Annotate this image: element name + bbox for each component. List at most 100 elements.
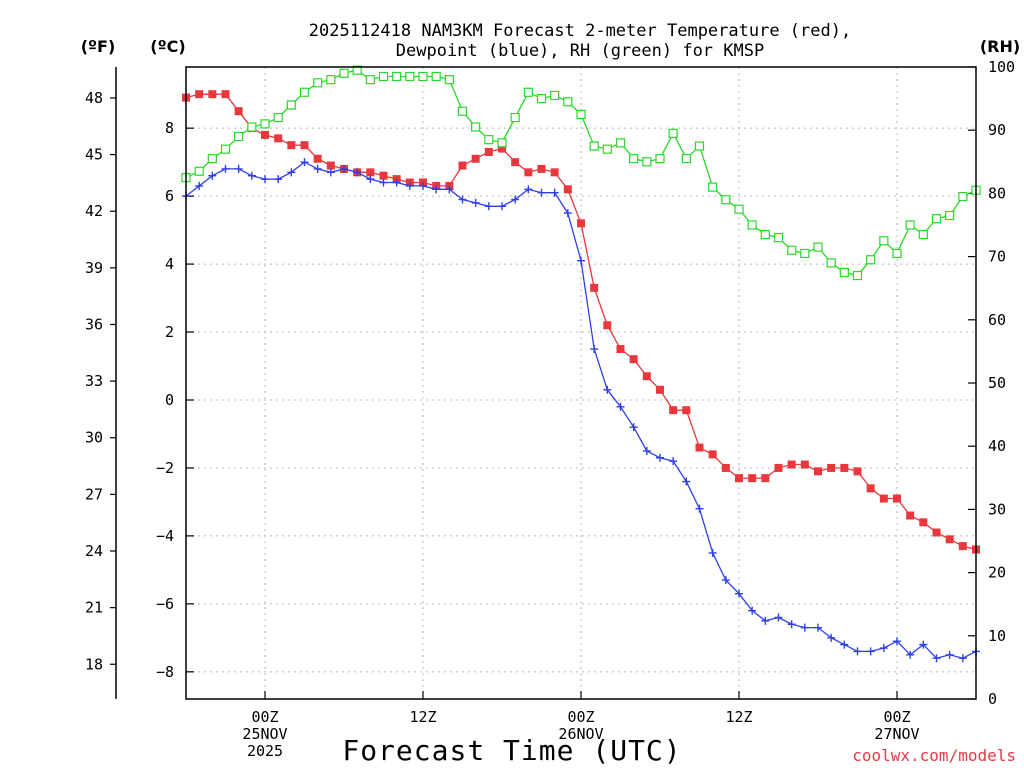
- data-point: [195, 90, 204, 99]
- x-tick-label: 00Z: [567, 708, 594, 726]
- data-point: [931, 214, 942, 224]
- data-point: [682, 477, 691, 486]
- data-point: [287, 141, 296, 150]
- data-point: [274, 175, 283, 184]
- data-point: [326, 168, 335, 177]
- data-point: [893, 494, 901, 503]
- celsius-tick-label: 0: [165, 391, 174, 409]
- data-point: [484, 135, 494, 145]
- data-point: [577, 219, 585, 228]
- data-point: [444, 75, 454, 85]
- data-point: [721, 463, 730, 472]
- data-point: [616, 402, 625, 411]
- fahrenheit-tick-label: 18: [85, 655, 103, 673]
- data-point: [642, 372, 651, 381]
- data-point: [247, 171, 256, 180]
- data-point: [221, 164, 230, 173]
- data-point: [932, 654, 941, 663]
- data-point: [748, 606, 757, 615]
- data-point: [300, 158, 309, 167]
- data-point: [656, 385, 664, 394]
- data-point: [616, 345, 625, 354]
- data-point: [260, 119, 270, 129]
- data-point: [340, 164, 348, 173]
- plot-frame: [185, 66, 977, 700]
- data-point: [695, 504, 704, 513]
- data-point: [669, 457, 678, 466]
- data-point: [326, 161, 335, 170]
- data-point: [563, 209, 572, 218]
- x-axis-label: Forecast Time (UTC): [342, 734, 681, 767]
- data-point: [866, 647, 875, 656]
- data-point: [589, 141, 599, 151]
- data-point: [510, 112, 520, 123]
- data-point: [840, 640, 849, 649]
- data-point: [668, 128, 678, 138]
- data-point: [287, 168, 296, 177]
- data-point: [550, 188, 559, 197]
- data-point: [432, 185, 441, 194]
- data-point: [932, 528, 941, 537]
- data-point: [958, 542, 967, 551]
- data-point: [471, 122, 481, 132]
- data-point: [866, 484, 875, 493]
- data-point: [326, 75, 336, 85]
- data-point: [300, 141, 309, 150]
- data-point: [498, 202, 506, 211]
- credit-text: coolwx.com/models: [852, 746, 1016, 765]
- data-point: [247, 122, 257, 132]
- data-point: [576, 109, 586, 120]
- data-point: [378, 71, 389, 82]
- data-point: [814, 623, 822, 632]
- data-point: [761, 474, 770, 483]
- fahrenheit-tick-label: 45: [85, 146, 103, 164]
- data-point: [603, 321, 612, 330]
- data-point: [945, 210, 955, 221]
- fahrenheit-tick-label: 48: [85, 89, 103, 107]
- data-point: [735, 589, 743, 598]
- celsius-tick-label: −8: [156, 663, 174, 681]
- data-point: [879, 644, 888, 653]
- data-point: [471, 154, 480, 163]
- rh-tick-label: 50: [988, 374, 1006, 392]
- fahrenheit-tick-label: 36: [85, 315, 103, 333]
- data-point: [629, 355, 638, 364]
- rh-tick-label: 60: [988, 311, 1006, 329]
- data-point: [840, 463, 849, 472]
- data-point: [392, 71, 402, 82]
- data-point: [827, 463, 836, 472]
- data-point: [536, 93, 547, 104]
- data-point: [919, 640, 928, 649]
- data-point: [681, 154, 691, 164]
- data-point: [313, 78, 323, 88]
- data-point: [945, 650, 954, 659]
- data-point: [655, 154, 665, 164]
- data-point: [590, 283, 599, 292]
- rh-unit-label: (RH): [980, 37, 1020, 56]
- data-point: [603, 385, 612, 394]
- celsius-tick-label: 6: [165, 187, 174, 205]
- data-point: [642, 157, 652, 167]
- data-point: [577, 256, 585, 265]
- x-tick-label: 12Z: [725, 708, 752, 726]
- data-point: [352, 65, 362, 75]
- data-point: [826, 258, 836, 268]
- data-point: [523, 87, 533, 97]
- data-point: [787, 460, 796, 469]
- data-point: [366, 168, 375, 177]
- data-point: [537, 164, 546, 173]
- x-tick-label: 27NOV: [874, 725, 919, 743]
- chart-title-line1: 2025112418 NAM3KM Forecast 2-meter Tempe…: [309, 21, 851, 41]
- data-point: [379, 178, 388, 187]
- data-point: [537, 188, 546, 197]
- data-point: [866, 255, 876, 265]
- fahrenheit-tick-label: 30: [85, 429, 103, 447]
- series-rh: [181, 65, 981, 281]
- data-point: [800, 623, 809, 632]
- data-point: [339, 68, 349, 78]
- data-point: [550, 168, 559, 177]
- data-point: [365, 75, 375, 85]
- rh-tick-label: 10: [988, 627, 1006, 645]
- data-point: [194, 166, 204, 176]
- celsius-tick-label: −2: [156, 459, 174, 477]
